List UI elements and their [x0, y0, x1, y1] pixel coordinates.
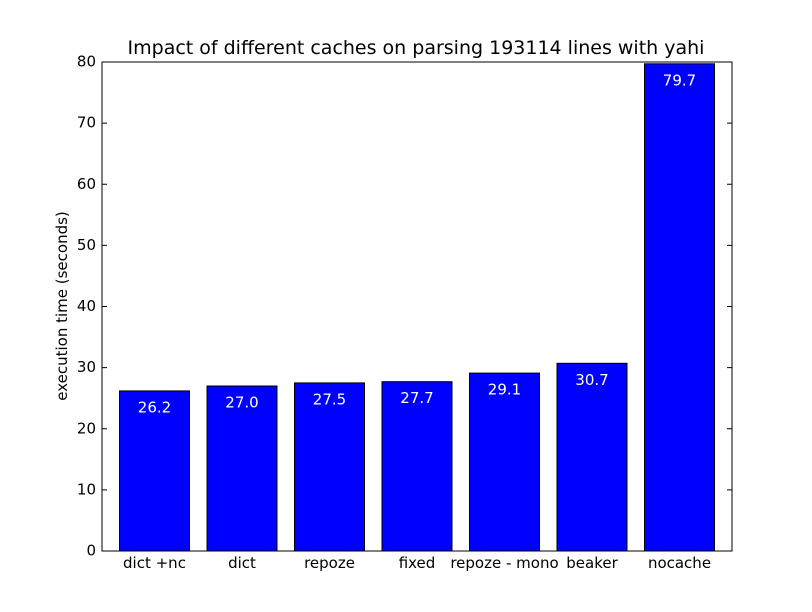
y-tick-label-5: 50: [77, 236, 96, 254]
y-tick-label-2: 20: [77, 419, 96, 437]
y-axis-ticks: 0 10 20 30 40 50 60 70 80: [77, 53, 732, 560]
bar-2: [294, 382, 365, 552]
y-tick-label-6: 60: [77, 175, 96, 193]
y-axis-label: execution time (seconds): [53, 211, 71, 401]
x-tick-label-1: dict: [228, 554, 256, 572]
bar-value-label-2: 27.5: [313, 390, 346, 408]
bar-value-label-1: 27.0: [225, 394, 258, 412]
x-tick-label-2: repoze: [304, 554, 355, 572]
x-tick-label-4: repoze - mono: [450, 554, 558, 572]
x-tick-label-5: beaker: [566, 554, 618, 572]
bar-5: [556, 362, 628, 552]
bar-value-labels: 26.2 27.0 27.5 27.7 29.1 30.7 79.7: [138, 71, 696, 416]
x-tick-label-3: fixed: [399, 554, 436, 572]
x-axis-labels: dict +nc dict repoze fixed repoze - mono beak…: [123, 554, 711, 572]
x-tick-label-0: dict +nc: [123, 554, 186, 572]
bar-value-label-5: 30.7: [575, 371, 608, 389]
bar-6: [644, 63, 715, 552]
y-tick-label-3: 30: [77, 358, 96, 376]
plot-frame: [101, 61, 733, 552]
y-tick-label-8: 80: [77, 53, 96, 71]
bar-value-label-0: 26.2: [138, 398, 171, 416]
bar-1: [206, 385, 278, 552]
y-tick-label-4: 40: [77, 297, 96, 315]
chart-title: Impact of different caches on parsing 19…: [128, 37, 705, 59]
x-tick-label-6: nocache: [648, 554, 711, 572]
bar-4: [469, 372, 540, 552]
bars-group: [119, 63, 715, 552]
bar-3: [381, 381, 453, 552]
bar-0: [119, 390, 190, 552]
bar-value-label-4: 29.1: [488, 381, 521, 399]
bar-value-label-3: 27.7: [400, 389, 433, 407]
y-tick-label-7: 70: [77, 114, 96, 132]
bar-value-label-6: 79.7: [663, 71, 696, 89]
y-tick-label-0: 0: [86, 542, 96, 560]
y-tick-label-1: 10: [77, 480, 96, 498]
